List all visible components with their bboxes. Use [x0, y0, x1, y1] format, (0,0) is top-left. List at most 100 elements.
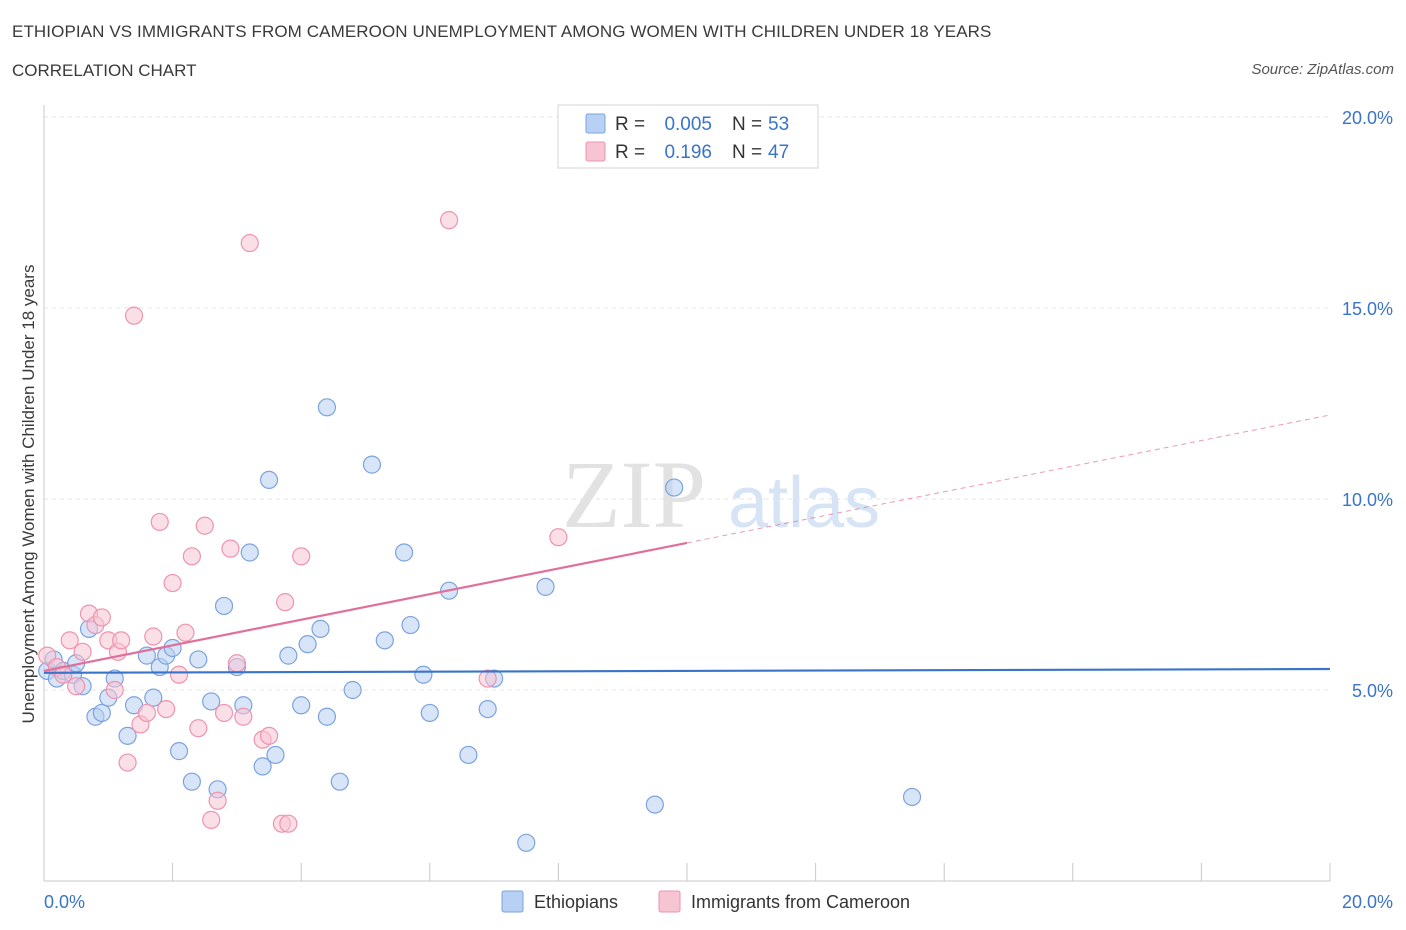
- stats-swatch-cameroon: [585, 141, 606, 162]
- ethiopians-point-15: [144, 688, 163, 707]
- ethiopians-point-33: [298, 635, 317, 654]
- ethiopians-point-12: [118, 726, 137, 745]
- y-tick-label-5: 5.0%: [1352, 681, 1393, 701]
- cameroon-point-12: [112, 631, 131, 650]
- y-axis-tick-labels: 5.0% 10.0% 15.0% 20.0%: [1342, 108, 1393, 701]
- cameroon-point-34: [259, 726, 279, 745]
- ethiopians-point-36: [317, 707, 337, 726]
- x-axis-ticks: [172, 863, 1331, 881]
- cameroon-point-26: [202, 810, 221, 829]
- ethiopians-point-52: [665, 478, 684, 497]
- ethiopians-point-49: [517, 833, 536, 852]
- ethiopians-point-53: [902, 787, 922, 807]
- y-tick-label-10: 10.0%: [1342, 490, 1393, 510]
- ethiopians-point-38: [343, 680, 362, 700]
- cameroon-point-41: [549, 528, 568, 547]
- cameroon-point-16: [137, 703, 156, 723]
- ethiopians-point-29: [259, 470, 279, 489]
- ethiopians-point-47: [478, 699, 497, 719]
- ethiopians-point-51: [645, 795, 664, 814]
- stats-r-value-ethiopians: 0.005: [664, 114, 712, 135]
- bottom-legend: Ethiopians Immigrants from Cameroon: [501, 890, 910, 913]
- ethiopians-point-19: [169, 742, 189, 761]
- watermark-zip: ZIP: [562, 441, 706, 548]
- cameroon-point-3: [60, 631, 79, 650]
- trend-lines: [43, 414, 1331, 674]
- ethiopians-point-50: [536, 577, 555, 596]
- chart-subtitle: CORRELATION CHART: [12, 61, 197, 80]
- chart-title: ETHIOPIAN VS IMMIGRANTS FROM CAMEROON UN…: [12, 22, 992, 41]
- ethiopians-trend-line: [43, 667, 1331, 674]
- cameroon-point-4: [67, 677, 86, 696]
- ethiopians-point-28: [253, 757, 272, 776]
- cameroon-point-29: [221, 539, 240, 558]
- y-tick-label-15: 15.0%: [1342, 299, 1393, 319]
- ethiopians-point-32: [292, 696, 311, 715]
- cameroon-point-38: [292, 547, 311, 566]
- stats-r-label-cameroon: R =: [615, 142, 645, 163]
- cameroon-point-21: [169, 665, 189, 684]
- ethiopians-point-24: [214, 596, 234, 616]
- stats-n-value-ethiopians: 53: [768, 114, 789, 135]
- cameroon-point-28: [214, 703, 234, 723]
- cameroon-point-5: [73, 642, 92, 661]
- ethiopians-point-40: [375, 631, 394, 650]
- stats-r-label-ethiopians: R =: [615, 114, 645, 135]
- ethiopians-point-27: [240, 543, 259, 562]
- legend-swatch-cameroon[interactable]: [658, 890, 681, 913]
- ethiopians-point-21: [189, 650, 208, 669]
- cameroon-point-37: [279, 814, 298, 833]
- x-tick-label-max: 20.0%: [1342, 892, 1393, 912]
- cameroon-point-14: [124, 306, 144, 325]
- cameroon-point-22: [176, 623, 195, 642]
- source-credit: Source: ZipAtlas.com: [1251, 61, 1394, 78]
- ethiopians-point-18: [163, 638, 182, 658]
- cameroon-point-24: [189, 719, 208, 738]
- cameroon-point-39: [439, 211, 459, 230]
- stats-n-label-ethiopians: N =: [732, 114, 762, 135]
- ethiopians-point-9: [92, 703, 111, 723]
- cameroon-point-30: [227, 654, 246, 673]
- y-axis-label: Unemployment Among Women with Children U…: [19, 265, 38, 724]
- cameroon-point-25: [195, 516, 214, 535]
- legend-label-cameroon[interactable]: Immigrants from Cameroon: [691, 892, 910, 912]
- cameroon-point-10: [105, 680, 124, 700]
- cameroon-points: [38, 211, 568, 833]
- ethiopians-point-30: [266, 745, 285, 765]
- y-tick-label-20: 20.0%: [1342, 108, 1393, 128]
- ethiopians-point-37: [330, 772, 349, 791]
- ethiopians-point-20: [182, 772, 201, 791]
- ethiopians-point-31: [279, 646, 298, 665]
- cameroon-point-19: [157, 699, 176, 719]
- cameroon-point-17: [144, 627, 163, 646]
- cameroon-trend-line: [43, 541, 688, 672]
- x-tick-label-min: 0.0%: [44, 892, 85, 912]
- cameroon-point-31: [234, 707, 253, 726]
- cameroon-point-13: [118, 753, 137, 772]
- ethiopians-point-43: [414, 665, 433, 684]
- stats-n-label-cameroon: N =: [732, 142, 762, 163]
- legend-label-ethiopians[interactable]: Ethiopians: [534, 892, 618, 912]
- cameroon-point-40: [478, 669, 497, 688]
- ethiopians-point-42: [401, 615, 420, 635]
- stats-box: R = 0.005 N = 53 R = 0.196 N = 47: [557, 104, 819, 169]
- cameroon-point-8: [92, 608, 111, 627]
- watermark-atlas: atlas: [728, 463, 880, 543]
- ethiopians-point-34: [311, 619, 330, 638]
- cameroon-point-23: [182, 547, 201, 566]
- cameroon-point-32: [240, 233, 259, 253]
- ethiopians-point-46: [459, 745, 478, 765]
- stats-swatch-ethiopians: [585, 113, 606, 134]
- cameroon-point-20: [163, 573, 182, 593]
- stats-r-value-cameroon: 0.196: [664, 142, 712, 163]
- ethiopians-point-22: [202, 692, 221, 711]
- ethiopians-point-39: [362, 455, 382, 474]
- cameroon-point-27: [208, 791, 227, 810]
- legend-swatch-ethiopians[interactable]: [501, 890, 524, 913]
- cameroon-point-36: [276, 593, 295, 612]
- ethiopians-point-41: [394, 543, 414, 562]
- grid: [44, 116, 1330, 691]
- cameroon-point-18: [150, 512, 169, 532]
- ethiopians-point-44: [420, 703, 439, 723]
